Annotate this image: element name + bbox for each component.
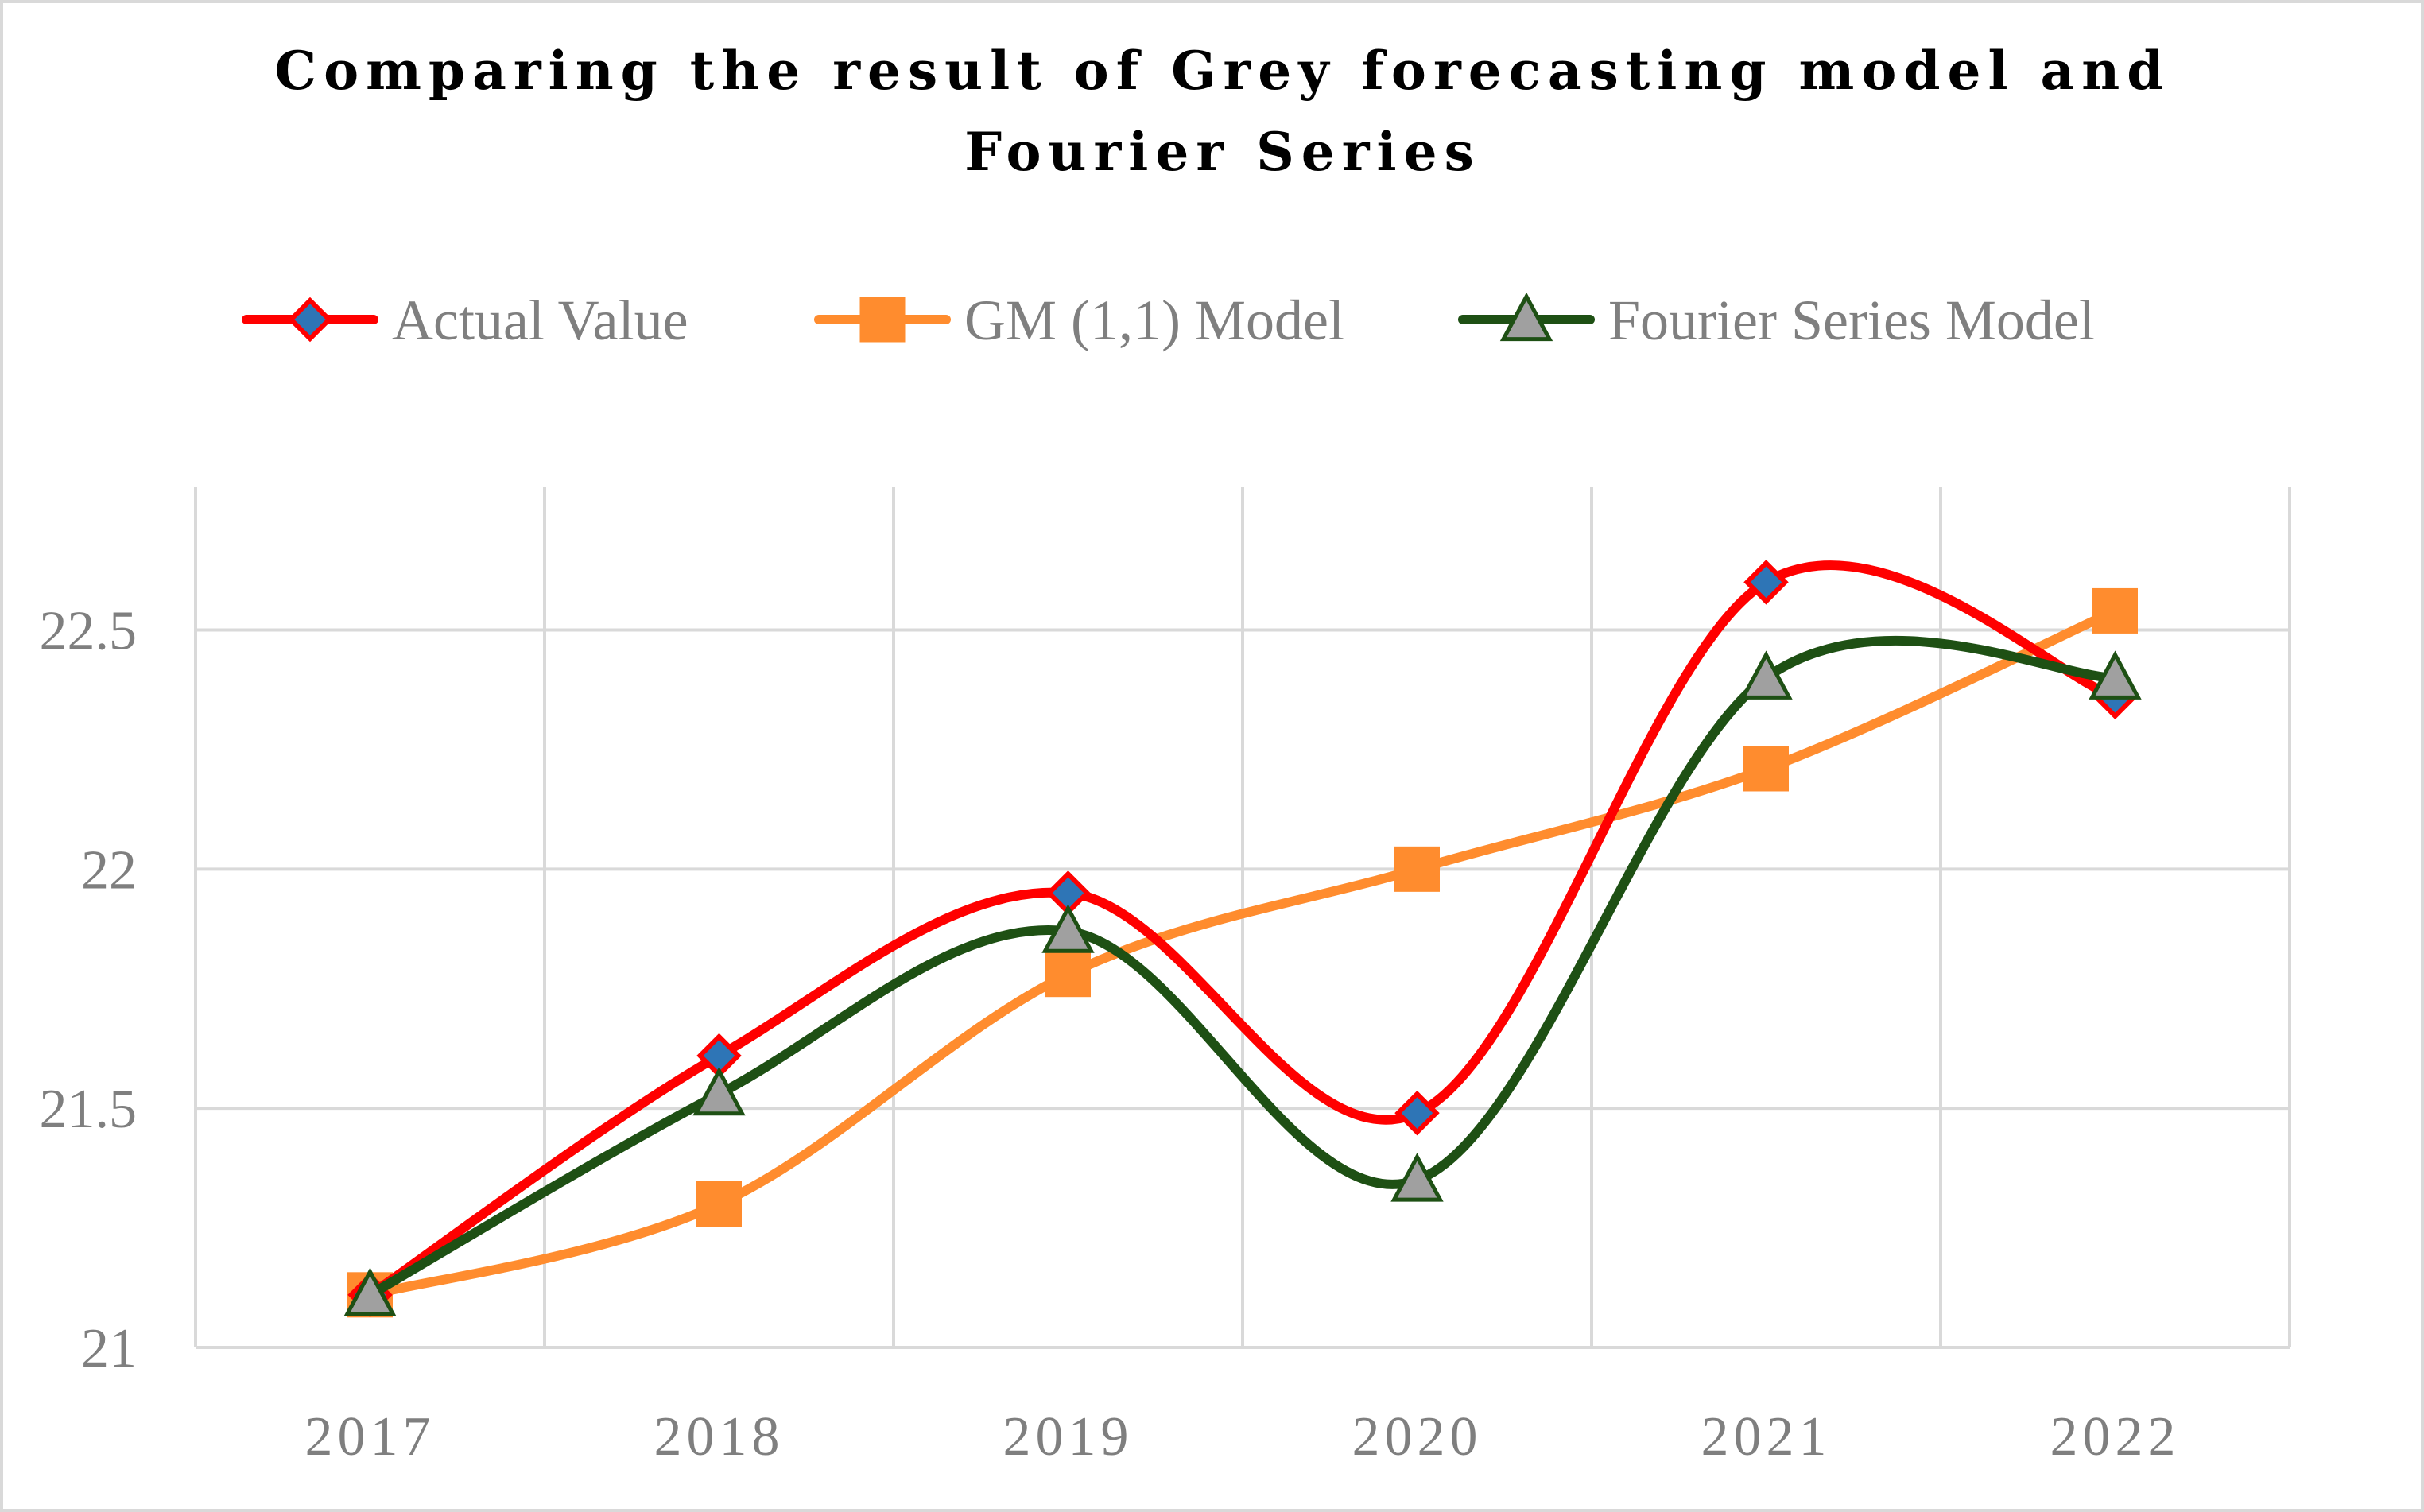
chart-title-line-2: Fourier Series <box>964 121 1481 183</box>
legend-label: Actual Value <box>392 289 688 352</box>
data-point <box>692 1066 746 1116</box>
data-point <box>1390 1153 1444 1202</box>
data-point <box>1045 952 1091 998</box>
chart-title-line-1: Comparing the result of Grey forecasting… <box>275 40 2171 102</box>
series <box>343 560 2142 1318</box>
data-point <box>1743 746 1789 792</box>
data-point <box>2089 650 2142 700</box>
data-point <box>1739 650 1793 700</box>
x-tick-label: 2018 <box>654 1406 785 1467</box>
axes: 21 21.5 22 22.5 2017 2018 2019 2020 2021 2022 <box>40 601 2181 1468</box>
y-tick-label: 22.5 <box>40 601 138 662</box>
legend: Actual Value GM (1,1) Model Fourier Series… <box>242 289 2095 352</box>
data-point <box>1394 1090 1440 1136</box>
legend-label: Fourier Series Model <box>1608 289 2095 352</box>
legend-item: Fourier Series Model <box>1458 289 2095 352</box>
data-point <box>2092 587 2138 634</box>
series-line <box>365 606 2120 1300</box>
series-fourier-series-model <box>343 635 2142 1316</box>
y-tick-label: 21.5 <box>40 1079 138 1140</box>
y-tick-label: 21 <box>81 1318 137 1379</box>
legend-marker <box>1499 292 1553 342</box>
grid <box>194 487 2291 1349</box>
legend-marker <box>287 297 333 343</box>
data-point <box>1743 560 1789 605</box>
x-tick-label: 2022 <box>2050 1406 2181 1467</box>
y-tick-label: 22 <box>81 839 137 901</box>
series-line <box>365 560 2120 1300</box>
data-point <box>343 1267 397 1316</box>
legend-item: Actual Value <box>242 289 688 352</box>
legend-item: GM (1,1) Model <box>814 289 1344 352</box>
legend-label: GM (1,1) Model <box>964 289 1344 352</box>
series-line <box>365 635 2120 1300</box>
data-point <box>1394 846 1440 892</box>
data-point <box>1041 904 1095 953</box>
data-point <box>696 1181 742 1227</box>
legend-marker <box>859 297 906 343</box>
x-tick-label: 2017 <box>305 1406 436 1467</box>
x-tick-label: 2019 <box>1003 1406 1134 1467</box>
x-tick-label: 2021 <box>1701 1406 1832 1467</box>
x-tick-label: 2020 <box>1352 1406 1483 1467</box>
